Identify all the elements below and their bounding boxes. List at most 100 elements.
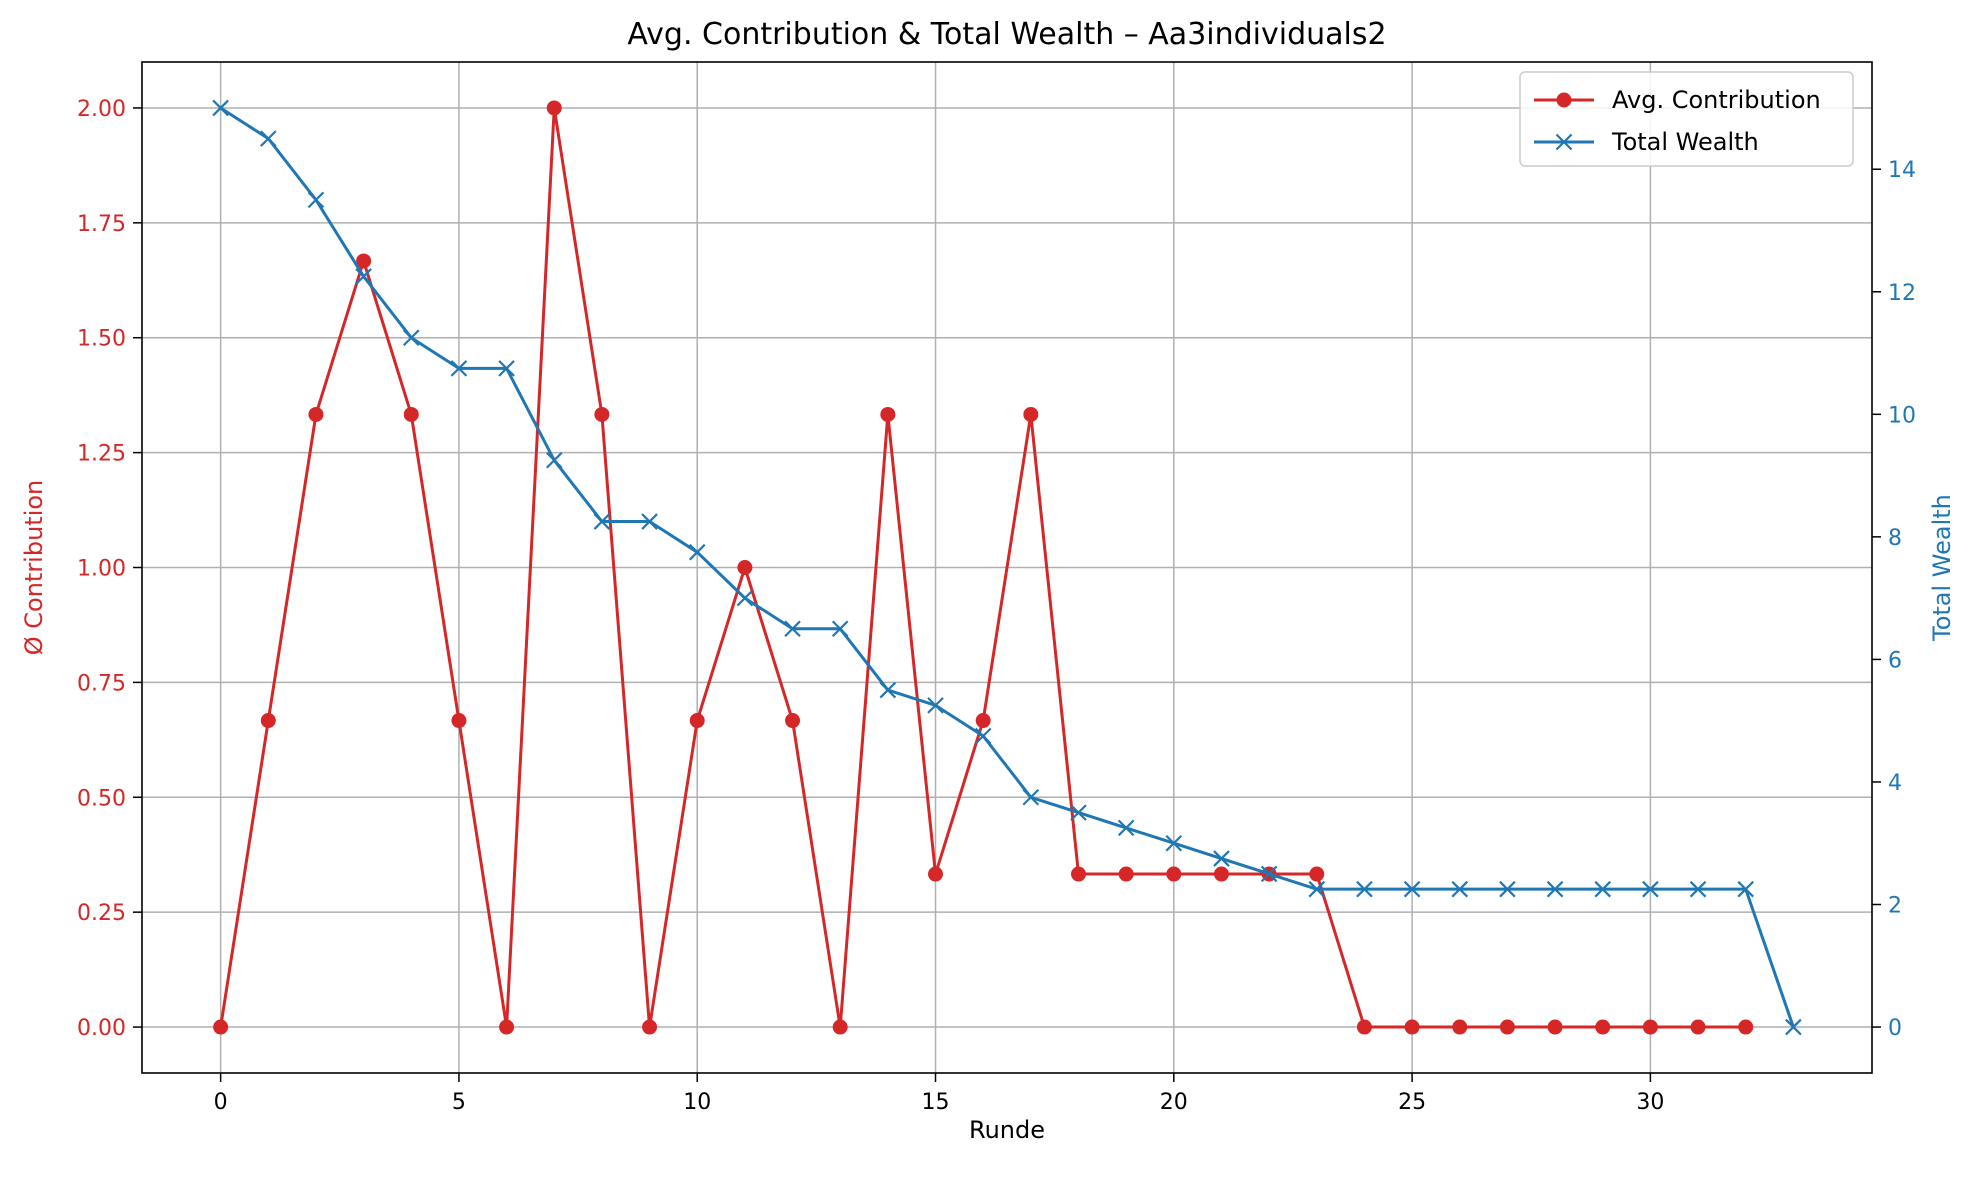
legend-marker-total-wealth bbox=[1555, 133, 1573, 151]
x-tick-label: 10 bbox=[683, 1090, 711, 1115]
data-point-avg-contribution bbox=[1118, 866, 1134, 882]
data-point-avg-contribution bbox=[1404, 1019, 1420, 1035]
data-point-total-wealth bbox=[355, 268, 372, 285]
data-point-avg-contribution bbox=[1499, 1019, 1515, 1035]
data-point-total-wealth bbox=[1165, 834, 1183, 852]
y-axis-left-title: Ø Contribution bbox=[20, 480, 48, 656]
data-point-total-wealth bbox=[1594, 880, 1612, 898]
data-point-avg-contribution bbox=[499, 1019, 515, 1035]
data-point-avg-contribution bbox=[642, 1019, 658, 1035]
data-point-total-wealth bbox=[450, 360, 468, 377]
y-axis-right-title: Total Wealth bbox=[1928, 494, 1956, 642]
legend: Avg. Contribution Total Wealth bbox=[1519, 71, 1854, 167]
data-point-total-wealth bbox=[1117, 819, 1135, 837]
data-point-total-wealth bbox=[212, 99, 229, 117]
axes: 0 5 10 15 20 25 300.000.250.500.751.001.251.50… bbox=[77, 97, 1916, 1115]
series-layer bbox=[212, 99, 1802, 1036]
data-point-avg-contribution bbox=[1690, 1019, 1706, 1035]
x-tick-label: 25 bbox=[1398, 1090, 1426, 1115]
data-point-total-wealth bbox=[974, 727, 992, 745]
data-point-total-wealth bbox=[1403, 880, 1421, 898]
data-point-total-wealth bbox=[1213, 850, 1230, 867]
data-point-avg-contribution bbox=[1452, 1019, 1468, 1035]
data-point-avg-contribution bbox=[308, 406, 324, 422]
x-tick-label: 15 bbox=[922, 1090, 950, 1115]
data-point-total-wealth bbox=[1642, 880, 1659, 898]
legend-label-avg-contribution: Avg. Contribution bbox=[1612, 86, 1821, 114]
y-right-tick-label: 2 bbox=[1888, 894, 1902, 919]
x-tick-label: 5 bbox=[452, 1090, 466, 1115]
data-point-total-wealth bbox=[1546, 880, 1564, 898]
data-point-total-wealth bbox=[831, 620, 849, 638]
y-left-tick-label: 0.00 bbox=[77, 1016, 126, 1041]
data-point-total-wealth bbox=[688, 543, 706, 561]
y-right-tick-label: 8 bbox=[1888, 526, 1902, 551]
data-point-total-wealth bbox=[784, 620, 801, 638]
data-point-avg-contribution bbox=[1547, 1019, 1563, 1035]
data-point-avg-contribution bbox=[1356, 1019, 1372, 1035]
data-point-avg-contribution bbox=[1213, 866, 1229, 882]
data-point-avg-contribution bbox=[737, 560, 753, 575]
data-point-avg-contribution bbox=[785, 713, 801, 729]
data-point-total-wealth bbox=[1308, 880, 1326, 898]
data-point-avg-contribution bbox=[356, 253, 372, 269]
legend-label-total-wealth: Total Wealth bbox=[1611, 128, 1759, 156]
data-point-avg-contribution bbox=[1023, 406, 1039, 422]
x-tick-label: 0 bbox=[214, 1090, 228, 1115]
y-left-tick-label: 0.50 bbox=[77, 786, 126, 811]
series-line-total-wealth bbox=[219, 106, 1795, 1028]
data-point-total-wealth bbox=[1070, 804, 1087, 821]
y-left-tick-label: 0.25 bbox=[77, 901, 126, 926]
data-point-total-wealth bbox=[736, 589, 754, 607]
data-point-avg-contribution bbox=[213, 1019, 229, 1035]
data-point-total-wealth bbox=[1022, 788, 1040, 806]
data-point-avg-contribution bbox=[403, 406, 419, 422]
data-point-total-wealth bbox=[927, 697, 944, 714]
data-point-total-wealth bbox=[1785, 1018, 1802, 1036]
x-tick-label: 20 bbox=[1160, 1090, 1188, 1115]
y-left-tick-label: 1.25 bbox=[77, 442, 126, 467]
data-point-total-wealth bbox=[1499, 880, 1516, 898]
y-left-tick-label: 1.75 bbox=[77, 212, 126, 237]
y-right-tick-label: 6 bbox=[1888, 648, 1902, 673]
data-point-avg-contribution bbox=[1595, 1019, 1611, 1035]
y-right-tick-label: 0 bbox=[1888, 1016, 1902, 1041]
data-point-total-wealth bbox=[545, 451, 563, 469]
data-point-total-wealth bbox=[402, 329, 420, 347]
data-point-avg-contribution bbox=[975, 713, 991, 729]
y-right-tick-label: 10 bbox=[1888, 403, 1916, 428]
data-point-avg-contribution bbox=[1070, 866, 1086, 882]
data-point-total-wealth bbox=[1356, 880, 1373, 898]
data-point-total-wealth bbox=[1737, 880, 1754, 898]
y-left-tick-label: 0.75 bbox=[77, 671, 126, 696]
data-point-total-wealth bbox=[879, 681, 897, 699]
legend-box bbox=[1519, 71, 1854, 167]
data-point-avg-contribution bbox=[832, 1019, 848, 1035]
data-point-total-wealth bbox=[260, 130, 277, 147]
data-point-total-wealth bbox=[1260, 865, 1278, 883]
y-right-tick-label: 12 bbox=[1888, 281, 1916, 306]
data-point-avg-contribution bbox=[1309, 866, 1325, 882]
y-left-tick-label: 1.00 bbox=[77, 557, 126, 582]
data-point-avg-contribution bbox=[689, 713, 705, 729]
y-left-tick-label: 1.50 bbox=[77, 327, 126, 352]
data-point-total-wealth bbox=[641, 513, 658, 530]
data-point-avg-contribution bbox=[1738, 1019, 1754, 1035]
data-point-avg-contribution bbox=[594, 406, 610, 422]
y-left-tick-label: 2.00 bbox=[77, 97, 126, 122]
x-axis-title: Runde bbox=[969, 1116, 1045, 1144]
data-point-avg-contribution bbox=[546, 100, 562, 116]
data-point-avg-contribution bbox=[1642, 1019, 1658, 1035]
grid bbox=[142, 62, 1872, 1073]
data-point-total-wealth bbox=[593, 513, 611, 530]
data-point-total-wealth bbox=[498, 360, 515, 377]
data-point-total-wealth bbox=[307, 191, 325, 209]
data-point-avg-contribution bbox=[451, 713, 467, 729]
legend-marker-avg-contribution bbox=[1556, 92, 1572, 108]
data-point-avg-contribution bbox=[928, 866, 944, 882]
data-point-avg-contribution bbox=[880, 406, 896, 422]
data-point-total-wealth bbox=[1451, 880, 1469, 898]
x-tick-label: 30 bbox=[1636, 1090, 1664, 1115]
y-right-tick-label: 4 bbox=[1888, 771, 1902, 796]
